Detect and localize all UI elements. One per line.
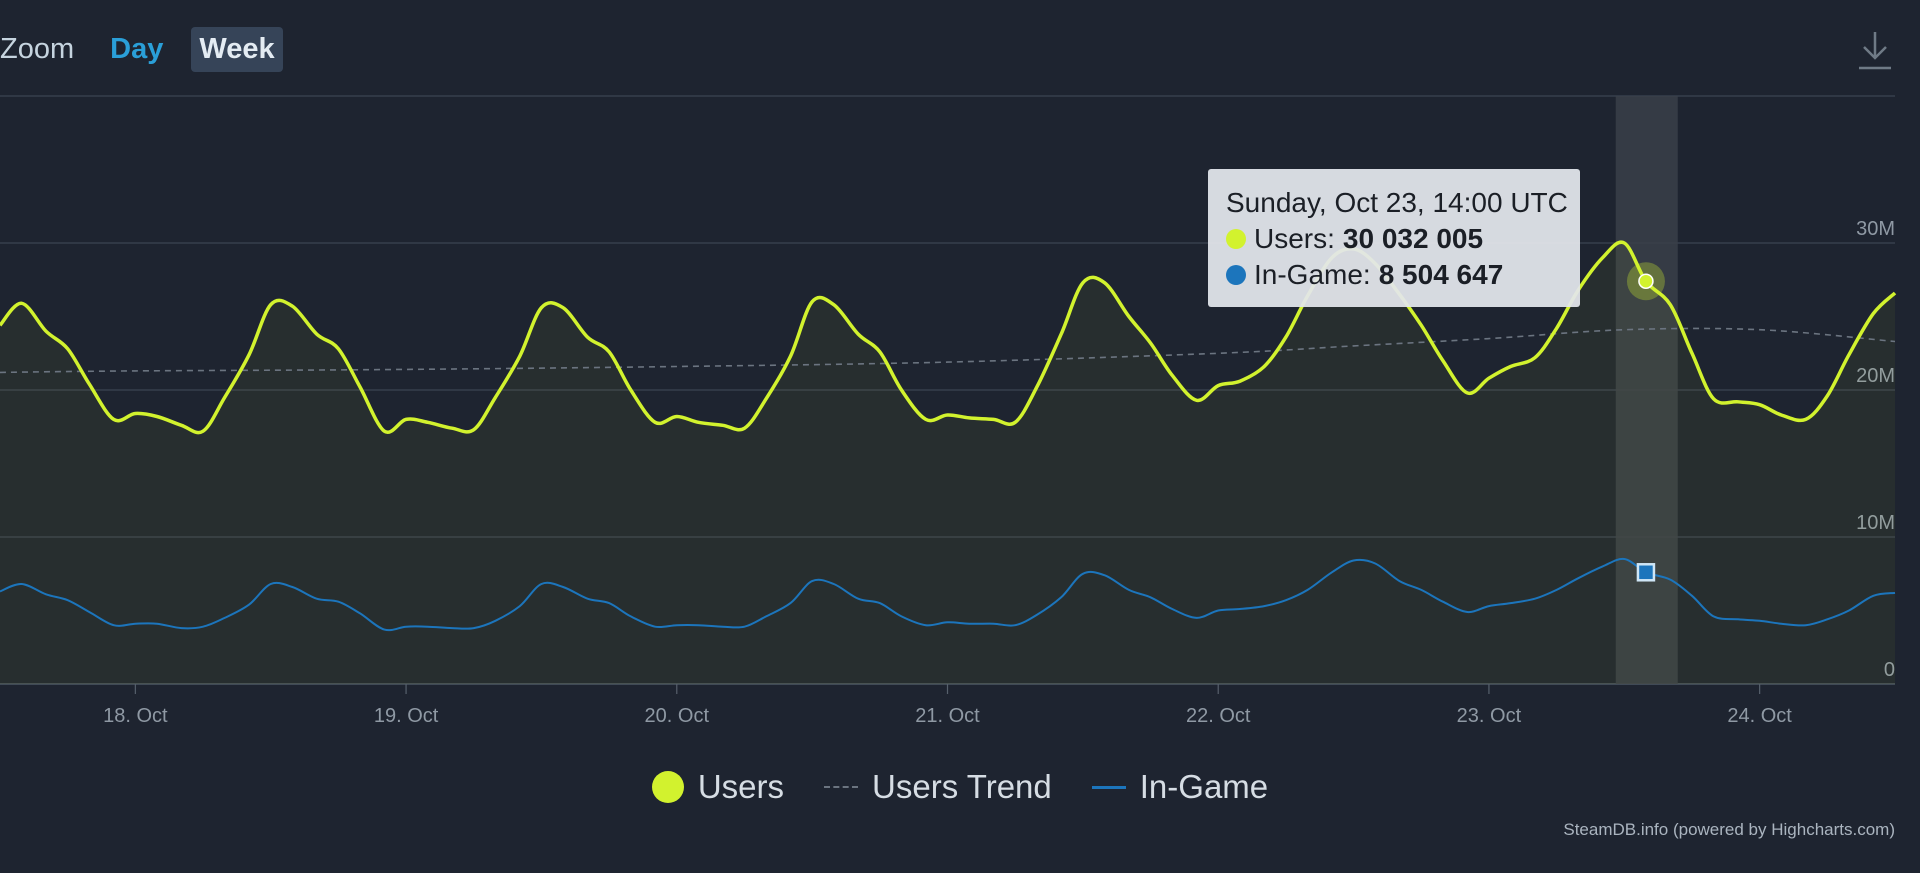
users-hover-point: [1638, 273, 1654, 289]
y-tick-label: 0: [1884, 659, 1895, 681]
x-tick-label: 23. Oct: [1457, 705, 1522, 727]
tooltip-ingame-row: In-Game: 8 504 647: [1226, 257, 1580, 293]
legend-item-users-trend[interactable]: Users Trend: [824, 768, 1052, 806]
tooltip-users-row: Users: 30 032 005: [1226, 221, 1580, 257]
player-count-chart: 0 10M 20M 30M 18. Oct 19. Oct 20. Oct 21. Oct 2…: [0, 95, 1897, 727]
users-area: [0, 242, 1895, 684]
tooltip-users-label: Users:: [1254, 223, 1335, 254]
ingame-dot-icon: [1226, 265, 1246, 285]
y-tick-label: 20M: [1856, 365, 1895, 387]
y-tick-label: 30M: [1856, 218, 1895, 240]
tooltip-ingame-label: In-Game:: [1254, 259, 1371, 290]
users-trend-line: [0, 327, 1896, 374]
legend-item-ingame[interactable]: In-Game: [1091, 768, 1269, 806]
x-tick-label: 20. Oct: [645, 705, 710, 727]
zoom-week-button[interactable]: Week: [191, 26, 283, 72]
tooltip-ingame-value: 8 504 647: [1378, 259, 1504, 290]
zoom-selector: Zoom Day Week: [0, 26, 303, 72]
x-tick-label: 21. Oct: [915, 705, 980, 727]
chart-legend: Users Users Trend In-Game: [0, 762, 1920, 812]
tooltip-users-value: 30 032 005: [1342, 223, 1484, 254]
ingame-hover-point: [1636, 563, 1656, 582]
users-legend-icon: [651, 771, 684, 803]
x-axis-labels: 18. Oct 19. Oct 20. Oct 21. Oct 22. Oct 23. O…: [103, 684, 1792, 727]
legend-item-users[interactable]: Users: [651, 768, 785, 806]
chart-credits[interactable]: SteamDB.info (powered by Highcharts.com): [1563, 820, 1895, 839]
chart-tooltip: Sunday, Oct 23, 14:00 UTC Users: 30 032 …: [1208, 169, 1580, 307]
users-dot-icon: [1226, 229, 1246, 249]
series-layer: [0, 240, 1897, 684]
ingame-legend-icon: [1091, 785, 1126, 789]
ingame-line: [0, 557, 1896, 632]
y-tick-label: 10M: [1856, 512, 1895, 534]
zoom-label: Zoom: [0, 32, 75, 65]
x-tick-label: 19. Oct: [374, 705, 439, 727]
x-tick-label: 18. Oct: [103, 705, 168, 727]
legend-users-label: Users: [697, 768, 785, 805]
x-tick-label: 22. Oct: [1186, 705, 1251, 727]
download-icon[interactable]: [1855, 28, 1895, 72]
x-tick-label: 24. Oct: [1727, 705, 1792, 727]
hover-highlight-band: [1615, 96, 1678, 684]
zoom-day-button[interactable]: Day: [110, 32, 164, 65]
y-axis-labels: 0 10M 20M 30M: [1856, 218, 1895, 681]
legend-trend-label: Users Trend: [872, 768, 1052, 805]
trend-legend-icon: [824, 786, 859, 788]
tooltip-date: Sunday, Oct 23, 14:00 UTC: [1226, 187, 1568, 218]
legend-ingame-label: In-Game: [1139, 768, 1269, 805]
